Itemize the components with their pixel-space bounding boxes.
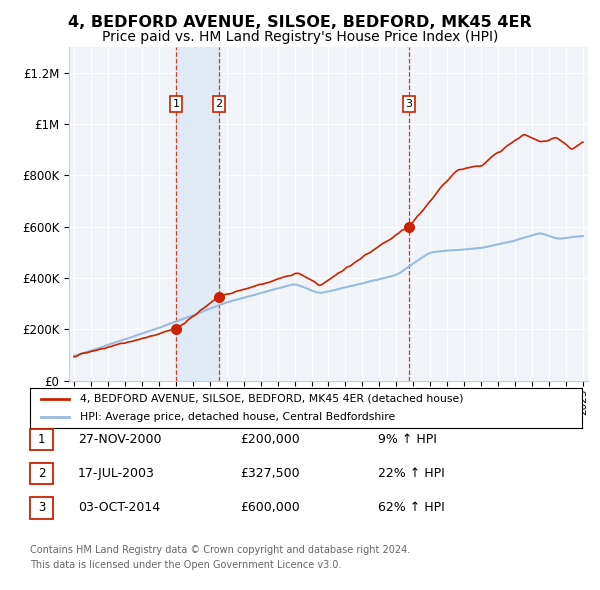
Text: 27-NOV-2000: 27-NOV-2000 — [78, 433, 161, 446]
Text: 2: 2 — [215, 99, 223, 109]
Text: 62% ↑ HPI: 62% ↑ HPI — [378, 502, 445, 514]
Bar — [176, 47, 219, 381]
Text: £200,000: £200,000 — [240, 433, 300, 446]
Text: 1: 1 — [38, 433, 45, 446]
Text: 22% ↑ HPI: 22% ↑ HPI — [378, 467, 445, 480]
Text: 9% ↑ HPI: 9% ↑ HPI — [378, 433, 437, 446]
Text: 4, BEDFORD AVENUE, SILSOE, BEDFORD, MK45 4ER (detached house): 4, BEDFORD AVENUE, SILSOE, BEDFORD, MK45… — [80, 394, 463, 404]
Text: 03-OCT-2014: 03-OCT-2014 — [78, 502, 160, 514]
Text: £327,500: £327,500 — [240, 467, 299, 480]
Text: 2: 2 — [38, 467, 45, 480]
Text: 17-JUL-2003: 17-JUL-2003 — [78, 467, 155, 480]
Text: 4, BEDFORD AVENUE, SILSOE, BEDFORD, MK45 4ER: 4, BEDFORD AVENUE, SILSOE, BEDFORD, MK45… — [68, 15, 532, 30]
Text: Price paid vs. HM Land Registry's House Price Index (HPI): Price paid vs. HM Land Registry's House … — [102, 30, 498, 44]
Text: HPI: Average price, detached house, Central Bedfordshire: HPI: Average price, detached house, Cent… — [80, 411, 395, 421]
Text: Contains HM Land Registry data © Crown copyright and database right 2024.: Contains HM Land Registry data © Crown c… — [30, 545, 410, 555]
Text: This data is licensed under the Open Government Licence v3.0.: This data is licensed under the Open Gov… — [30, 560, 341, 570]
Text: 3: 3 — [406, 99, 413, 109]
Text: £600,000: £600,000 — [240, 502, 300, 514]
Text: 1: 1 — [172, 99, 179, 109]
Text: 3: 3 — [38, 502, 45, 514]
